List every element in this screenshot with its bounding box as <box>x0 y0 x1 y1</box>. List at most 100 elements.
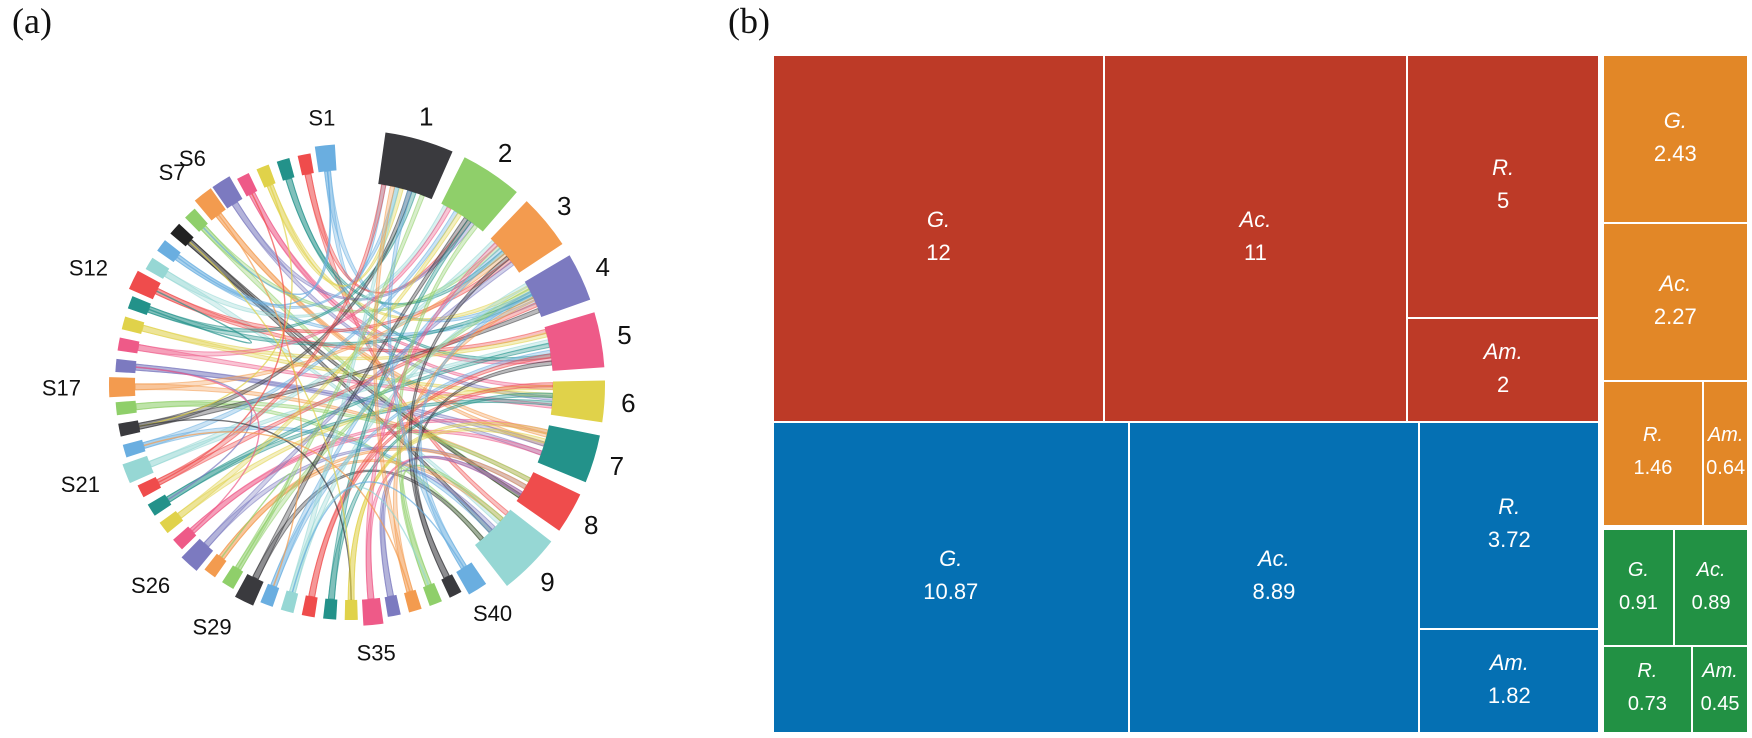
sample-arc <box>297 153 314 176</box>
sample-arc <box>280 590 299 614</box>
sample-label: S6 <box>179 146 206 171</box>
sample-label: S21 <box>61 472 100 497</box>
sample-label: S40 <box>473 601 512 626</box>
chord-link <box>176 171 331 306</box>
sample-arc <box>109 377 136 398</box>
sample-label: S26 <box>131 573 170 598</box>
tile-value-label: 0.89 <box>1691 591 1731 614</box>
treemap-tile: R. 1.46 <box>1602 380 1704 526</box>
chord-ribbon <box>234 193 426 571</box>
sample-arc <box>441 574 462 598</box>
sample-arc <box>256 164 276 188</box>
tile-value-label: 12 <box>926 240 951 266</box>
group-label: 3 <box>557 191 571 221</box>
tile-genus-label: Ac. <box>1659 270 1692 296</box>
tile-genus-label: Am. <box>1707 424 1744 447</box>
tile-value-label: 0.45 <box>1700 693 1740 716</box>
sample-arc <box>115 358 137 374</box>
tile-value-label: 1.46 <box>1633 457 1673 480</box>
sample-arc <box>147 494 172 516</box>
treemap-tile: R. 3.72 <box>1419 421 1600 629</box>
sample-arc <box>384 594 401 617</box>
sample-arc <box>204 553 227 578</box>
tile-value-label: 10.87 <box>923 579 979 605</box>
sample-arc <box>222 565 244 589</box>
chord-link <box>221 473 291 569</box>
tile-value-label: 2.43 <box>1653 140 1697 166</box>
sample-label: S1 <box>308 105 335 130</box>
group-arc-4 <box>524 255 591 317</box>
tile-genus-label: R. <box>1642 424 1663 447</box>
sample-arc <box>404 589 422 613</box>
tile-genus-label: Ac. <box>1258 546 1290 572</box>
sample-arc <box>117 337 140 354</box>
chord-link <box>135 366 260 532</box>
chord-ribbon <box>270 349 552 588</box>
treemap-tile: R. 0.73 <box>1602 645 1693 733</box>
tile-value-label: 2.27 <box>1653 303 1697 329</box>
group-label: 4 <box>595 252 609 282</box>
chord-link <box>138 418 352 601</box>
group-label: 6 <box>621 388 635 418</box>
panel-b-label: (b) <box>728 1 770 41</box>
tile-value-label: 0.73 <box>1627 693 1667 716</box>
tile-genus-label: Ac. <box>1696 558 1726 581</box>
group-arc-7 <box>537 425 600 483</box>
group-arc-9 <box>474 509 552 586</box>
chord-ribbon <box>266 183 404 287</box>
tile-genus-label: R. <box>1498 494 1521 520</box>
group-label: 1 <box>419 102 433 132</box>
panel-a-label: (a) <box>12 1 52 41</box>
sample-arc <box>185 208 208 232</box>
sample-label: S17 <box>42 375 81 400</box>
sample-arc <box>456 562 487 595</box>
sample-arc <box>122 439 146 458</box>
treemap-tile: G. 12 <box>773 55 1104 422</box>
sample-arc <box>212 176 243 209</box>
tile-genus-label: R. <box>1492 155 1515 181</box>
treemap-tile: Am. 0.64 <box>1703 380 1748 526</box>
sample-arc <box>237 172 258 197</box>
sample-arc <box>301 595 318 618</box>
treemap-tile: Ac. 11 <box>1103 55 1407 422</box>
sample-label: S7 <box>159 160 186 185</box>
chord-ribbon <box>327 218 472 600</box>
sample-arc <box>159 511 184 534</box>
sample-arc <box>145 257 170 279</box>
group-arc-1 <box>378 132 453 200</box>
group-label: 8 <box>584 510 598 540</box>
sample-arc <box>115 400 137 416</box>
sample-arc <box>118 420 141 437</box>
sample-arc <box>361 597 384 626</box>
treemap-tile: Ac. 2.27 <box>1602 222 1748 381</box>
tile-genus-label: Ac. <box>1239 207 1272 233</box>
sample-arc <box>128 270 161 300</box>
tile-genus-label: Am. <box>1483 338 1523 364</box>
group-label: 2 <box>498 138 512 168</box>
sample-arc <box>181 538 214 571</box>
sample-arc <box>344 599 358 620</box>
sample-arc <box>260 583 280 607</box>
sample-arc <box>276 157 295 181</box>
chord-link <box>143 431 411 592</box>
treemap-tile: Ac. 8.89 <box>1128 421 1420 733</box>
sample-arc <box>157 240 181 263</box>
treemap-tile: R. 5 <box>1406 55 1600 318</box>
tile-value-label: 2 <box>1497 371 1510 397</box>
sample-arc <box>127 296 151 315</box>
tile-value-label: 8.89 <box>1252 579 1296 605</box>
group-label: 9 <box>540 567 554 597</box>
chord-link <box>217 214 303 587</box>
sample-label: S29 <box>192 615 231 640</box>
sample-arc <box>121 316 145 334</box>
chord-ribbon <box>347 427 547 601</box>
sample-arc <box>323 598 338 620</box>
sample-arc <box>194 188 226 221</box>
sample-label: S35 <box>357 641 396 666</box>
group-label: 5 <box>617 320 631 350</box>
sample-arc <box>170 223 194 247</box>
tile-genus-label: G. <box>1663 107 1687 133</box>
tile-genus-label: R. <box>1637 660 1658 683</box>
chord-link <box>148 290 253 344</box>
